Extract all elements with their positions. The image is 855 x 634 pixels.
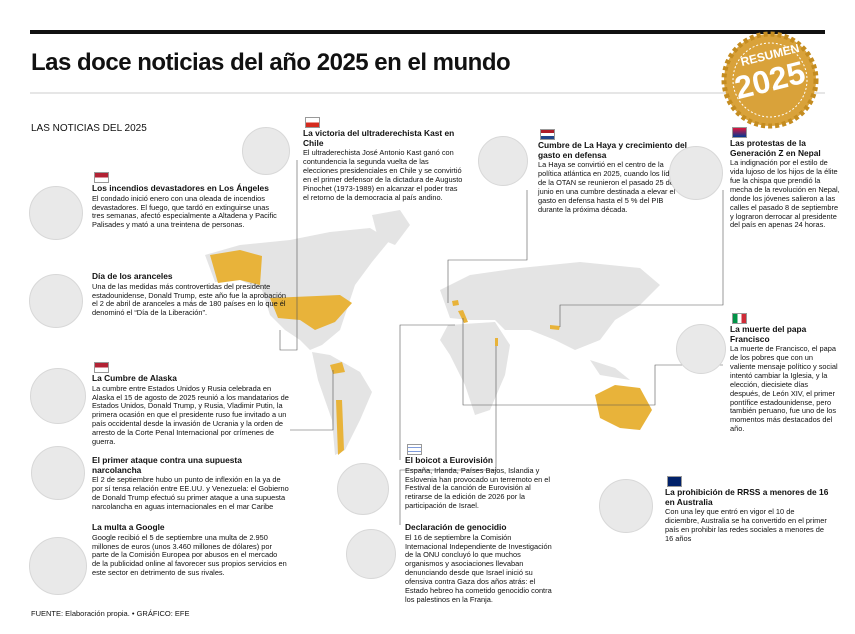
news-body: El 16 de septiembre la Comisión Internac… xyxy=(405,532,552,604)
news-body: La muerte de Francisco, el papa de los p… xyxy=(730,344,838,434)
news-item: La Cumbre de Alaska La cumbre entre Estad… xyxy=(92,373,292,447)
highlighted-countries xyxy=(210,250,652,455)
flag xyxy=(667,476,682,487)
news-title: El primer ataque contra una supuesta nar… xyxy=(92,455,242,475)
news-icon xyxy=(676,324,726,374)
news-title: El boicot a Eurovisión xyxy=(405,455,493,465)
news-item: La muerte del papa Francisco La muerte de… xyxy=(730,324,840,434)
news-title: Los incendios devastadores en Los Ángele… xyxy=(92,183,269,193)
page-title: Las doce noticias del año 2025 en el mun… xyxy=(31,49,511,76)
news-icon xyxy=(478,136,528,186)
news-item: Las protestas de la Generación Z en Nepa… xyxy=(730,138,840,230)
news-body: Una de las medidas más controvertidas de… xyxy=(92,281,286,318)
top-rule xyxy=(30,30,825,34)
news-title: Cumbre de La Haya y crecimiento del gast… xyxy=(538,140,687,160)
news-body: Google recibió el 5 de septiembre una mu… xyxy=(92,532,287,578)
news-title: La victoria del ultraderechista Kast en … xyxy=(303,128,455,148)
news-title: Día de los aranceles xyxy=(92,271,173,281)
news-item: Los incendios devastadores en Los Ángele… xyxy=(92,183,282,230)
news-body: El 2 de septiembre hubo un punto de infl… xyxy=(92,475,289,511)
news-body: España, Irlanda, Países Bajos, Islandia … xyxy=(405,465,551,511)
news-icon xyxy=(29,537,87,595)
news-title: Declaración de genocidio xyxy=(405,522,507,532)
news-body: Con una ley que entró en vigor el 10 de … xyxy=(665,507,827,543)
news-body: El ultraderechista José Antonio Kast gan… xyxy=(303,148,463,202)
news-item: El primer ataque contra una supuesta nar… xyxy=(92,455,292,512)
news-item: El boicot a Eurovisión España, Irlanda, P… xyxy=(405,455,555,511)
news-item: Declaración de genocidio El 16 de septiem… xyxy=(405,522,555,605)
news-title: Las protestas de la Generación Z en Nepa… xyxy=(730,138,821,158)
news-title: La multa a Google xyxy=(92,522,165,532)
news-item: La multa a Google Google recibió el 5 de … xyxy=(92,522,287,578)
news-item: Día de los aranceles Una de las medidas m… xyxy=(92,271,287,318)
news-body: La Haya se convirtió en el centro de la … xyxy=(538,160,684,214)
news-icon xyxy=(29,186,83,240)
flag xyxy=(94,172,109,183)
news-item: La prohibición de RRSS a menores de 16 e… xyxy=(665,487,830,544)
news-icon xyxy=(242,127,290,175)
news-title: La muerte del papa Francisco xyxy=(730,324,807,344)
section-label: LAS NOTICIAS DEL 2025 xyxy=(31,123,147,134)
news-icon xyxy=(599,479,653,533)
news-item: Cumbre de La Haya y crecimiento del gast… xyxy=(538,140,688,215)
footer: FUENTE: Elaboración propia. • GRÁFICO: E… xyxy=(31,609,190,618)
news-body: La indignación por el estilo de vida luj… xyxy=(730,158,840,230)
news-icon xyxy=(669,146,723,200)
leader-lines xyxy=(279,160,724,525)
flag xyxy=(540,129,555,140)
flag xyxy=(407,444,422,455)
news-title: La prohibición de RRSS a menores de 16 e… xyxy=(665,487,829,507)
news-title: La Cumbre de Alaska xyxy=(92,373,177,383)
badge xyxy=(721,31,819,129)
flag xyxy=(305,117,320,128)
news-body: La cumbre entre Estados Unidos y Rusia c… xyxy=(92,383,289,446)
flag xyxy=(94,362,109,373)
news-icon xyxy=(337,463,389,515)
news-icon xyxy=(346,529,396,579)
news-icon xyxy=(29,274,83,328)
flag xyxy=(732,127,747,138)
news-icon xyxy=(31,446,85,500)
news-icon xyxy=(30,368,86,424)
news-item: La victoria del ultraderechista Kast en … xyxy=(303,128,463,203)
flag xyxy=(732,313,747,324)
news-body: El condado inició enero con una oleada d… xyxy=(92,193,277,230)
